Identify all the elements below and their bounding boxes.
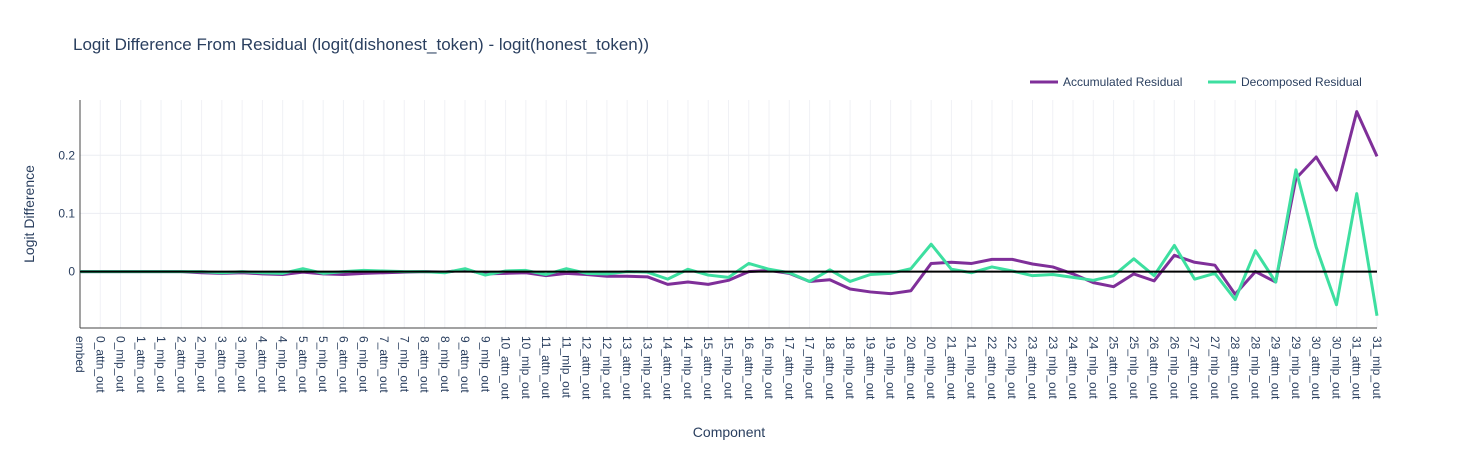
y-axis-ticks: 0 0.1 0.2: [58, 148, 75, 278]
x-tick-label: 16_mlp_out: [762, 336, 776, 399]
x-tick-label: 11_attn_out: [539, 336, 553, 399]
legend-label: Accumulated Residual: [1063, 75, 1182, 89]
x-tick-label: 14_mlp_out: [681, 336, 695, 399]
x-tick-label: 31_attn_out: [1350, 336, 1364, 400]
legend: Accumulated Residual Decomposed Residual: [1030, 75, 1362, 89]
y-tick-label: 0: [68, 265, 75, 279]
x-tick-label: 15_mlp_out: [722, 336, 736, 399]
x-tick-label: 8_attn_out: [418, 336, 432, 393]
x-tick-label: 13_attn_out: [620, 336, 634, 400]
x-tick-label: 7_mlp_out: [397, 336, 411, 393]
x-tick-label: 8_mlp_out: [438, 336, 452, 393]
x-tick-label: 12_mlp_out: [600, 336, 614, 399]
x-tick-label: 25_mlp_out: [1127, 336, 1141, 399]
x-tick-label: 7_attn_out: [377, 336, 391, 393]
x-tick-label: 16_attn_out: [742, 336, 756, 400]
x-tick-label: 6_attn_out: [336, 336, 350, 393]
x-tick-label: 31_mlp_out: [1370, 336, 1384, 399]
x-tick-label: 29_mlp_out: [1289, 336, 1303, 399]
x-tick-label: 10_attn_out: [499, 336, 513, 400]
x-tick-label: 28_mlp_out: [1248, 336, 1262, 399]
x-tick-label: 0_mlp_out: [114, 336, 128, 393]
x-tick-label: 17_attn_out: [782, 336, 796, 400]
x-tick-label: 3_attn_out: [215, 336, 229, 393]
x-tick-label: 13_mlp_out: [640, 336, 654, 399]
x-tick-label: 27_attn_out: [1188, 336, 1202, 400]
x-tick-label: 2_mlp_out: [195, 336, 209, 393]
x-tick-label: 26_attn_out: [1147, 336, 1161, 400]
x-tick-label: 0_attn_out: [93, 336, 107, 393]
x-tick-label: 6_mlp_out: [357, 336, 371, 393]
x-tick-label: 12_attn_out: [580, 336, 594, 400]
x-tick-label: 1_attn_out: [134, 336, 148, 393]
x-tick-label: 21_attn_out: [944, 336, 958, 400]
grid: [79, 100, 1378, 328]
x-tick-label: 9_mlp_out: [478, 336, 492, 393]
x-tick-label: 17_mlp_out: [803, 336, 817, 399]
x-tick-label: 21_mlp_out: [965, 336, 979, 399]
y-tick-label: 0.2: [58, 148, 75, 162]
x-tick-label: 5_attn_out: [296, 336, 310, 393]
x-tick-label: 24_mlp_out: [1086, 336, 1100, 399]
x-tick-label: 23_mlp_out: [1046, 336, 1060, 399]
x-tick-label: 5_mlp_out: [316, 336, 330, 393]
y-axis-label: Logit Difference: [21, 165, 37, 263]
x-axis-label: Component: [693, 424, 765, 440]
legend-label: Decomposed Residual: [1241, 75, 1362, 89]
x-tick-label: 20_mlp_out: [924, 336, 938, 399]
x-tick-label: 19_mlp_out: [884, 336, 898, 399]
x-tick-label: 25_attn_out: [1107, 336, 1121, 400]
chart-title: Logit Difference From Residual (logit(di…: [73, 35, 649, 54]
x-tick-label: 20_attn_out: [904, 336, 918, 400]
x-tick-label: 26_mlp_out: [1167, 336, 1181, 399]
x-tick-label: 22_mlp_out: [1005, 336, 1019, 399]
x-tick-label: 9_attn_out: [458, 336, 472, 393]
x-axis-ticks: embed 0_attn_out 0_mlp_out 1_attn_out 1_mlp_…: [73, 336, 1384, 400]
x-tick-label: 11_mlp_out: [559, 336, 573, 398]
x-tick-label: 29_attn_out: [1269, 336, 1283, 400]
x-tick-label: 1_mlp_out: [154, 336, 168, 393]
x-tick-label: 30_attn_out: [1309, 336, 1323, 400]
x-tick-label: 27_mlp_out: [1208, 336, 1222, 399]
x-tick-label: 23_attn_out: [1025, 336, 1039, 400]
x-tick-label: 22_attn_out: [985, 336, 999, 400]
x-tick-label: embed: [73, 336, 87, 373]
x-tick-label: 4_mlp_out: [276, 336, 290, 393]
x-tick-label: 15_attn_out: [701, 336, 715, 400]
plot-area: [79, 100, 1379, 329]
x-tick-label: 4_attn_out: [255, 336, 269, 393]
x-tick-label: 2_attn_out: [174, 336, 188, 393]
x-tick-label: 30_mlp_out: [1329, 336, 1343, 399]
y-tick-label: 0.1: [58, 206, 75, 220]
series-line-decomposed-residual: [80, 168, 1379, 317]
x-tick-label: 24_attn_out: [1066, 336, 1080, 400]
x-tick-label: 18_mlp_out: [843, 336, 857, 399]
x-tick-label: 28_attn_out: [1228, 336, 1242, 400]
x-tick-label: 18_attn_out: [823, 336, 837, 400]
x-tick-label: 3_mlp_out: [235, 336, 249, 393]
x-tick-label: 19_attn_out: [863, 336, 877, 400]
x-tick-label: 10_mlp_out: [519, 336, 533, 399]
x-tick-label: 14_attn_out: [661, 336, 675, 400]
